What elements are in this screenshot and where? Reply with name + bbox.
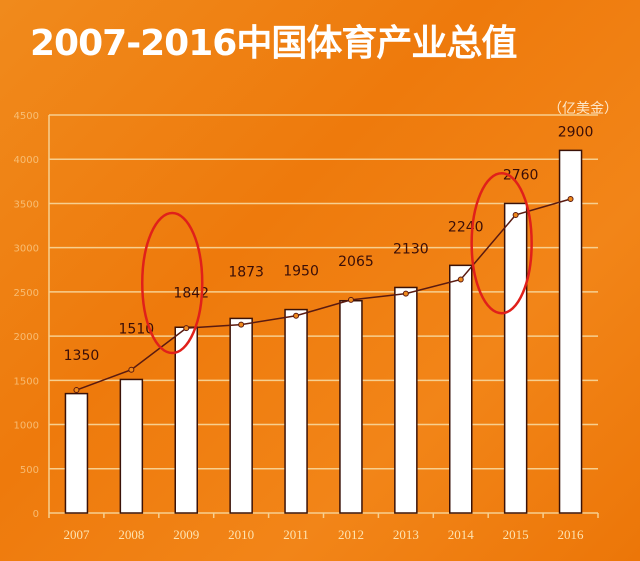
data-label: 2130 xyxy=(393,241,429,257)
y-tick-label: 2000 xyxy=(14,332,39,343)
y-tick-label: 3000 xyxy=(14,244,39,255)
line-point xyxy=(402,290,409,297)
bar xyxy=(449,264,473,514)
line-point xyxy=(183,325,190,332)
data-label: 1350 xyxy=(64,348,100,364)
data-label: 1510 xyxy=(119,322,155,338)
line-point xyxy=(347,296,354,303)
y-tick-label: 1000 xyxy=(14,421,39,432)
line-point xyxy=(567,196,574,203)
line-point xyxy=(238,321,245,328)
x-tick-label: 2011 xyxy=(283,527,309,542)
x-tick-label: 2013 xyxy=(393,527,419,542)
x-tick-label: 2016 xyxy=(558,527,585,542)
bar xyxy=(558,149,583,514)
bar xyxy=(119,378,144,514)
chart-title: 2007-2016中国体育产业总值 xyxy=(30,23,517,64)
highlight-ellipse xyxy=(141,211,204,355)
x-tick-label: 2009 xyxy=(173,527,199,542)
line-point xyxy=(457,276,464,283)
y-tick-label: 4500 xyxy=(14,111,39,122)
x-tick-label: 2007 xyxy=(63,527,90,542)
highlight-ellipse xyxy=(470,171,533,315)
bar xyxy=(64,392,89,514)
data-label: 1873 xyxy=(228,264,264,280)
line-point xyxy=(128,366,135,373)
bar xyxy=(284,308,308,514)
bar xyxy=(394,286,418,514)
line-point xyxy=(512,211,519,218)
y-tick-label: 500 xyxy=(20,465,39,476)
data-label: 2760 xyxy=(503,167,539,183)
data-label: 2900 xyxy=(558,124,594,140)
x-tick-label: 2008 xyxy=(118,527,144,542)
data-label: 1950 xyxy=(283,264,319,280)
line-point xyxy=(293,312,300,319)
data-label: 2065 xyxy=(338,254,374,270)
bar xyxy=(503,202,528,514)
bar xyxy=(174,326,198,514)
x-tick-label: 2015 xyxy=(503,527,529,542)
trend-line xyxy=(76,198,571,391)
bar xyxy=(229,317,253,514)
data-label: 2240 xyxy=(448,219,484,235)
x-tick-label: 2012 xyxy=(338,527,364,542)
y-tick-label: 0 xyxy=(33,509,39,520)
y-tick-label: 1500 xyxy=(14,376,39,387)
line-point xyxy=(73,387,80,394)
bar xyxy=(339,299,363,514)
y-tick-label: 2500 xyxy=(14,288,39,299)
data-label: 1842 xyxy=(173,285,209,301)
x-tick-label: 2014 xyxy=(448,527,475,542)
y-tick-label: 3500 xyxy=(14,199,39,210)
y-tick-label: 4000 xyxy=(14,155,39,166)
unit-label: （亿美金） xyxy=(548,101,618,117)
x-tick-label: 2010 xyxy=(228,527,254,542)
